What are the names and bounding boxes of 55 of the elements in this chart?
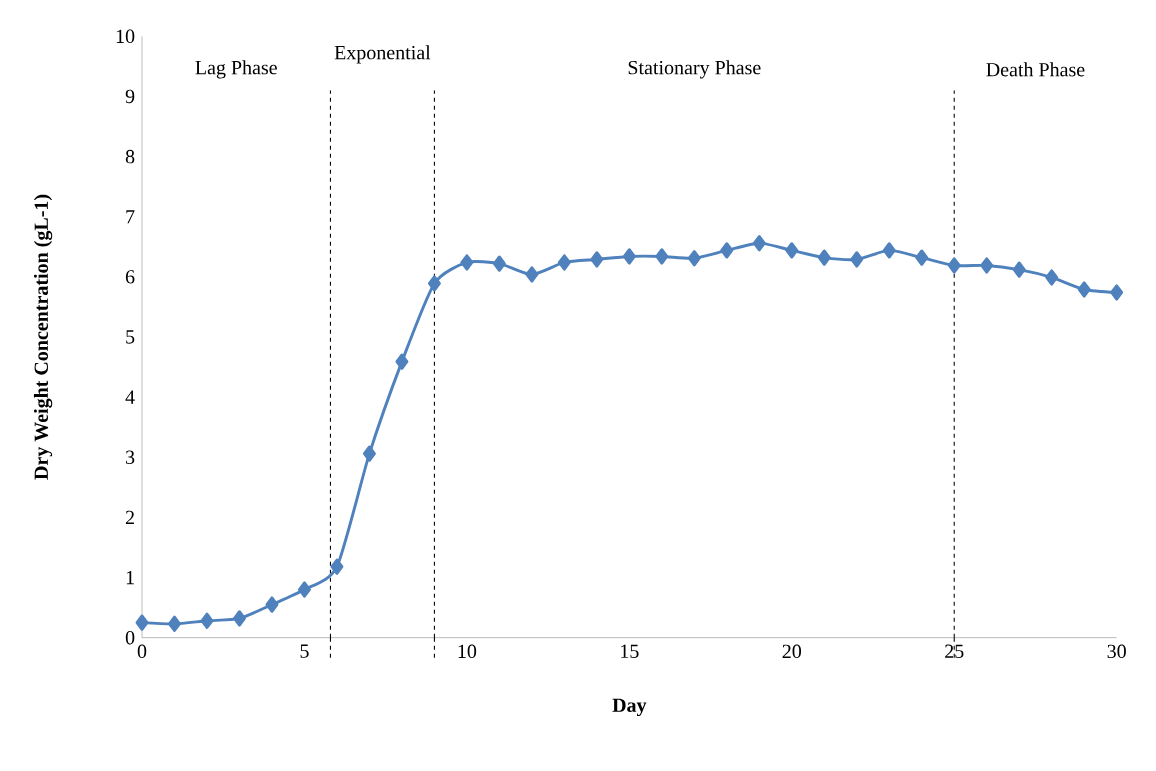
point — [492, 255, 506, 272]
point — [1110, 284, 1124, 301]
point — [622, 248, 636, 265]
point — [882, 242, 896, 259]
point — [1077, 281, 1091, 298]
point — [980, 257, 994, 274]
point — [362, 445, 376, 462]
point — [1045, 269, 1059, 286]
x-tick-label: 5 — [300, 644, 309, 659]
y-tick-label: 9 — [125, 89, 135, 104]
point — [427, 275, 441, 292]
annotation: Death Phase — [986, 62, 1085, 77]
point — [297, 581, 311, 598]
point — [752, 235, 766, 252]
point — [265, 596, 279, 613]
point — [655, 248, 669, 265]
y-tick-label: 5 — [126, 330, 135, 344]
point — [233, 610, 246, 627]
point — [200, 612, 214, 630]
point — [135, 614, 149, 631]
y-tick-label: 1 — [126, 571, 134, 585]
x-tick-label: 10 — [458, 644, 477, 659]
point — [785, 242, 799, 259]
x-axis-title: Day — [612, 698, 647, 717]
point — [557, 254, 571, 271]
point — [525, 266, 539, 283]
point — [850, 251, 864, 268]
annotation: Stationary Phase — [628, 60, 761, 79]
x-tick-label: 15 — [621, 644, 639, 659]
x-tick-label: 20 — [782, 644, 802, 659]
y-tick-label: 4 — [125, 390, 135, 404]
point — [947, 257, 961, 274]
y-tick-label: 3 — [126, 450, 135, 465]
point — [460, 254, 474, 271]
y-tick-label: 8 — [125, 150, 135, 164]
x-tick-label: 0 — [137, 644, 147, 659]
point — [817, 249, 831, 266]
point — [330, 558, 344, 576]
y-tick-label: 10 — [116, 29, 135, 44]
point — [395, 353, 409, 370]
point — [915, 249, 929, 266]
annotation: Exponential — [334, 45, 431, 64]
point — [720, 242, 734, 259]
x-tick-label: 30 — [1107, 644, 1126, 659]
point — [1012, 261, 1026, 278]
x-tick-label: 25 — [945, 644, 964, 659]
y-tick-label: 7 — [126, 210, 135, 224]
y-tick-label: 0 — [125, 631, 135, 645]
point — [590, 251, 604, 268]
annotation: Lag Phase — [195, 60, 277, 79]
point — [687, 250, 701, 267]
y-tick-label: 6 — [125, 270, 135, 284]
y-axis-title: Dry Weight Concentration (gL-1) — [33, 195, 53, 480]
point — [168, 615, 181, 633]
y-tick-label: 2 — [125, 510, 134, 525]
